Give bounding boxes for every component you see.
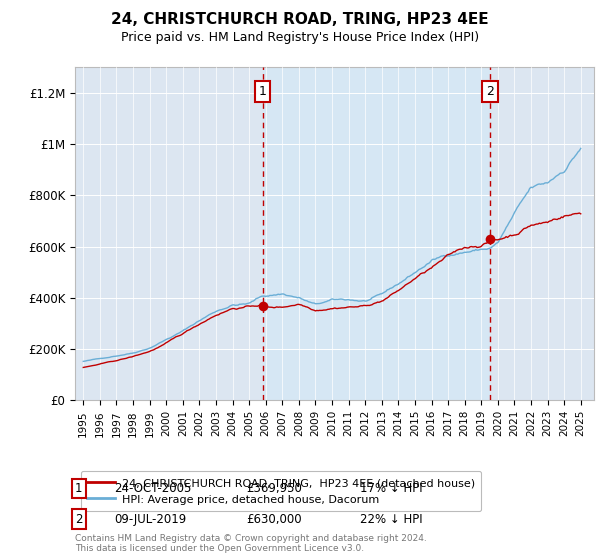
Text: 24-OCT-2005: 24-OCT-2005 bbox=[114, 482, 191, 495]
Bar bbox=[263, 67, 490, 400]
Legend: 24, CHRISTCHURCH ROAD, TRING,  HP23 4EE (detached house), HPI: Average price, de: 24, CHRISTCHURCH ROAD, TRING, HP23 4EE (… bbox=[80, 471, 481, 511]
Text: 1: 1 bbox=[75, 482, 83, 495]
Text: 22% ↓ HPI: 22% ↓ HPI bbox=[360, 512, 422, 526]
Text: Price paid vs. HM Land Registry's House Price Index (HPI): Price paid vs. HM Land Registry's House … bbox=[121, 31, 479, 44]
Text: £630,000: £630,000 bbox=[246, 512, 302, 526]
Text: 2: 2 bbox=[75, 512, 83, 526]
Text: 17% ↓ HPI: 17% ↓ HPI bbox=[360, 482, 422, 495]
Text: 1: 1 bbox=[259, 85, 266, 98]
Text: Contains HM Land Registry data © Crown copyright and database right 2024.
This d: Contains HM Land Registry data © Crown c… bbox=[75, 534, 427, 553]
Text: 2: 2 bbox=[486, 85, 494, 98]
Text: 24, CHRISTCHURCH ROAD, TRING, HP23 4EE: 24, CHRISTCHURCH ROAD, TRING, HP23 4EE bbox=[111, 12, 489, 27]
Text: 09-JUL-2019: 09-JUL-2019 bbox=[114, 512, 186, 526]
Text: £369,950: £369,950 bbox=[246, 482, 302, 495]
